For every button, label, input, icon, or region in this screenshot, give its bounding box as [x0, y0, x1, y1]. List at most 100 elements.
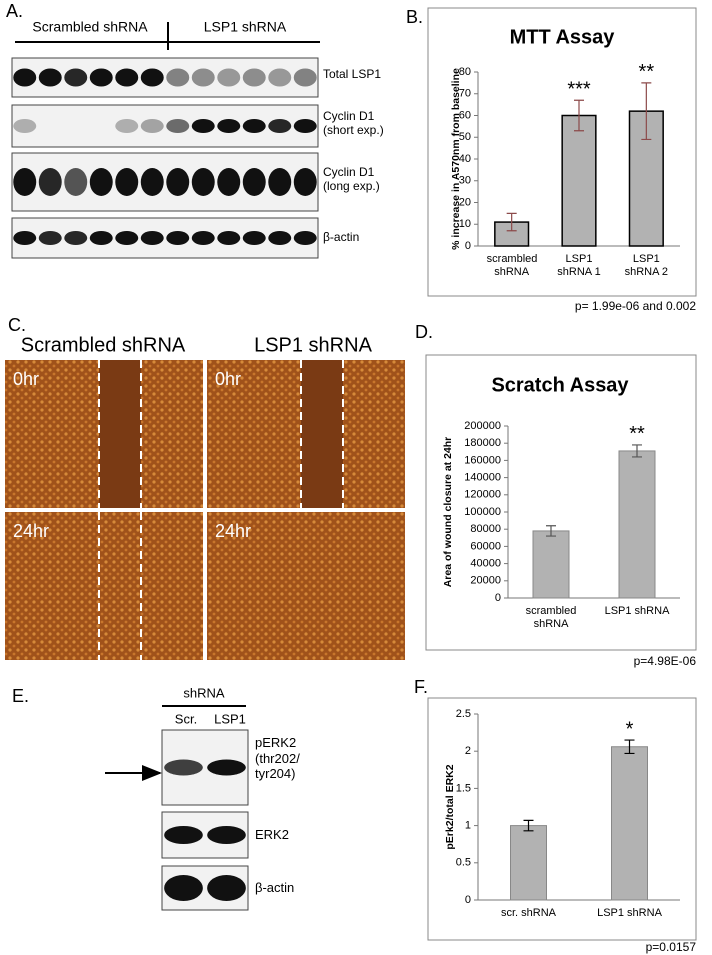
blot-band	[217, 68, 241, 87]
footnote: p= 1.99e-06 and 0.002	[575, 299, 696, 313]
lane-label: LSP1	[214, 711, 246, 726]
y-tick-label: 2.5	[456, 708, 471, 720]
blot-band	[64, 168, 88, 196]
blot-band	[191, 68, 215, 87]
blot-band	[89, 168, 113, 196]
micrograph	[207, 512, 405, 660]
y-tick-label: 120000	[464, 489, 501, 501]
blot-band	[115, 231, 139, 245]
group-label: Scrambled shRNA	[32, 19, 148, 35]
y-tick-label: 50	[459, 131, 471, 143]
footnote: p=4.98E-06	[634, 654, 697, 668]
y-tick-label: 140000	[464, 472, 501, 484]
y-tick-label: 0.5	[456, 857, 471, 869]
blot-label: pERK2 (thr202/ tyr204)	[255, 735, 300, 782]
blot-band	[293, 168, 317, 196]
blot-label: Cyclin D1 (short exp.)	[323, 109, 384, 138]
y-tick-label: 20000	[470, 575, 501, 587]
error-bar	[506, 212, 517, 232]
bar	[611, 746, 648, 901]
blot-band	[140, 231, 164, 245]
blot-band	[166, 68, 190, 87]
bar	[561, 114, 597, 247]
x-tick-label: scrambled shRNA	[525, 605, 577, 631]
lane-label: Scr.	[175, 711, 197, 726]
blot-band	[242, 231, 266, 245]
x-tick-label: LSP1 shRNA 1	[557, 253, 601, 279]
panel-letter: F.	[414, 677, 428, 697]
blot-band	[64, 68, 88, 87]
blot-band	[13, 119, 37, 133]
significance: **	[629, 423, 645, 445]
blot-band	[207, 826, 246, 844]
panel-letter: E.	[12, 686, 29, 706]
blot	[11, 152, 319, 212]
blot-band	[89, 231, 113, 245]
blot-band	[293, 231, 317, 245]
blot-band	[217, 119, 241, 133]
blot-band	[115, 68, 139, 87]
y-tick-label: 2	[465, 745, 471, 757]
blot-band	[242, 119, 266, 133]
y-tick-label: 80000	[470, 523, 501, 535]
x-tick-label: scr. shRNA	[500, 907, 556, 919]
blot-band	[164, 875, 203, 901]
blot-label: Total LSP1	[323, 67, 382, 81]
blot-band	[164, 759, 203, 776]
wound-gap	[301, 360, 343, 508]
blot-band	[207, 875, 246, 901]
image-label: 0hr	[215, 369, 241, 389]
y-tick-label: 0	[465, 240, 471, 252]
blot-band	[268, 168, 292, 196]
x-tick-label: LSP1 shRNA 2	[624, 253, 669, 279]
y-axis-label: Area of wound closure at 24hr	[442, 437, 454, 588]
blot-band	[191, 119, 215, 133]
blot	[11, 104, 319, 148]
y-tick-label: 100000	[464, 506, 501, 518]
blot-band	[268, 68, 292, 87]
column-title: Scrambled shRNA	[21, 334, 186, 356]
image-label: 24hr	[13, 521, 49, 541]
chart-title: Scratch Assay	[491, 374, 629, 396]
significance: *	[626, 718, 634, 740]
blot-band	[293, 68, 317, 87]
blot-band	[13, 231, 37, 245]
blot-band	[166, 168, 190, 196]
bar	[532, 530, 570, 599]
blot-band	[166, 231, 190, 245]
y-tick-label: 180000	[464, 437, 501, 449]
blot-band	[13, 168, 37, 196]
chart-frame	[427, 697, 697, 941]
blot-band	[38, 231, 62, 245]
y-tick-label: 1	[465, 820, 471, 832]
blot-label: β-actin	[323, 230, 360, 244]
error-bar	[641, 82, 652, 141]
significance: **	[639, 61, 655, 83]
blot-band	[38, 68, 62, 87]
y-tick-label: 0	[465, 894, 471, 906]
blot-band	[140, 168, 164, 196]
blot-band	[13, 68, 37, 87]
significance: ***	[567, 79, 591, 101]
blot-band	[115, 168, 139, 196]
x-tick-label: scrambled shRNA	[486, 253, 538, 279]
blot-band	[64, 231, 88, 245]
column-title: LSP1 shRNA	[254, 334, 372, 356]
y-tick-label: 60000	[470, 540, 501, 552]
blot-band	[89, 68, 113, 87]
group-label: LSP1 shRNA	[204, 19, 287, 35]
footnote: p=0.0157	[646, 940, 697, 954]
blot-band	[293, 119, 317, 133]
blot-band	[217, 231, 241, 245]
blot-band	[38, 168, 62, 196]
y-axis-label: pErk2/total ERK2	[444, 764, 456, 849]
blot	[11, 217, 319, 259]
y-tick-label: 40000	[470, 558, 501, 570]
error-bar	[523, 819, 534, 832]
bar	[618, 450, 656, 599]
error-bar	[624, 739, 635, 755]
y-tick-label: 80	[459, 66, 471, 78]
blot-band	[191, 168, 215, 196]
